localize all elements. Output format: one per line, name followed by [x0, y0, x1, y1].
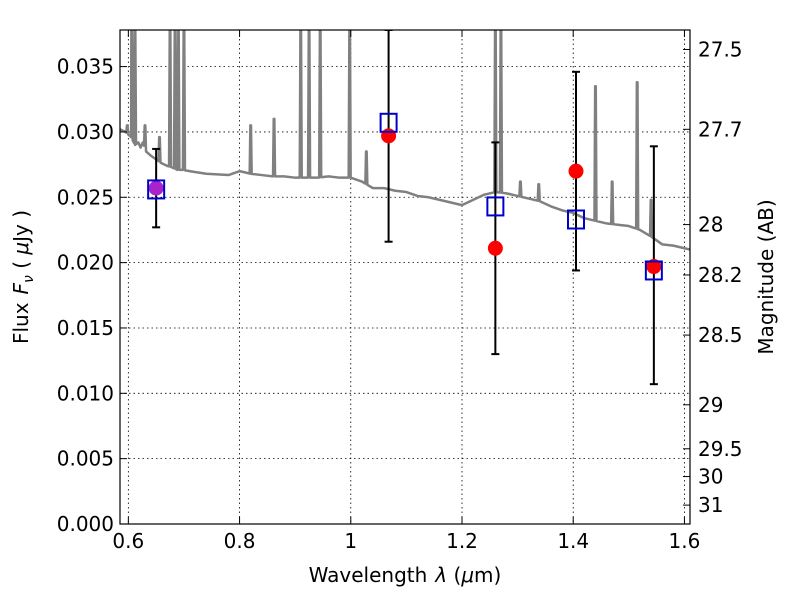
y2-tick-label: 28.5	[698, 323, 743, 347]
x-tick-label: 0.8	[224, 529, 256, 553]
model-photometry-points	[147, 112, 663, 281]
y2-axis-title: Magnitude (AB)	[754, 199, 778, 354]
model-photometry-point	[147, 179, 166, 200]
x-tick-label: 1.4	[557, 529, 589, 553]
error-bars	[152, 30, 658, 386]
y-tick-label: 0.035	[57, 55, 114, 79]
x-tick-label: 1	[344, 529, 357, 553]
x-tick-labels: 0.6 0.8 1 1.2 1.4 1.6	[112, 529, 700, 553]
observed-point	[487, 240, 503, 256]
model-photometry-point	[486, 196, 505, 217]
y2-tick-labels: 27.5 27.7 28 28.2 28.5 29 29.5 30 31	[698, 37, 743, 517]
plot-frame	[119, 29, 691, 525]
y-tick-label: 0.020	[57, 251, 114, 275]
y-tick-label: 0.005	[57, 447, 114, 471]
observed-point	[568, 163, 584, 179]
model-photometry-point	[567, 209, 585, 230]
grid	[120, 30, 690, 525]
y2-tick-label: 27.7	[698, 117, 743, 141]
x-tick-label: 1.2	[446, 529, 478, 553]
y-tick-label: 0.030	[57, 120, 114, 144]
model-photometry-point	[644, 260, 663, 281]
model-photometry-point	[379, 112, 398, 133]
y2-tick-label: 29	[698, 393, 723, 417]
model-spectrum-line	[120, 30, 690, 251]
observed-point	[381, 128, 397, 144]
observed-point	[148, 180, 164, 196]
x-tick-label: 1.6	[669, 529, 701, 553]
y-tick-label: 0.025	[57, 185, 114, 209]
y2-tick-label: 31	[698, 493, 723, 517]
y2-tick-label: 27.5	[698, 37, 743, 61]
y-tick-label: 0.010	[57, 381, 114, 405]
y-tick-labels: 0.000 0.005 0.010 0.015 0.020 0.025 0.030 0.035	[57, 55, 114, 536]
x-axis-title: Wavelength λ (μm)	[309, 563, 502, 587]
y2-tick-label: 28	[698, 213, 723, 237]
observed-points	[148, 128, 662, 275]
y-tick-label: 0.015	[57, 316, 114, 340]
y2-tick-label: 28.2	[698, 263, 743, 287]
y2-tick-label: 29.5	[698, 437, 743, 461]
y-axis-title: FluxFν ( μJy )	[9, 210, 37, 344]
axis-ticks	[120, 30, 690, 525]
x-tick-label: 0.6	[112, 529, 144, 553]
y2-tick-label: 30	[698, 465, 723, 489]
y-tick-label: 0.000	[57, 512, 114, 536]
observed-point	[646, 259, 662, 275]
